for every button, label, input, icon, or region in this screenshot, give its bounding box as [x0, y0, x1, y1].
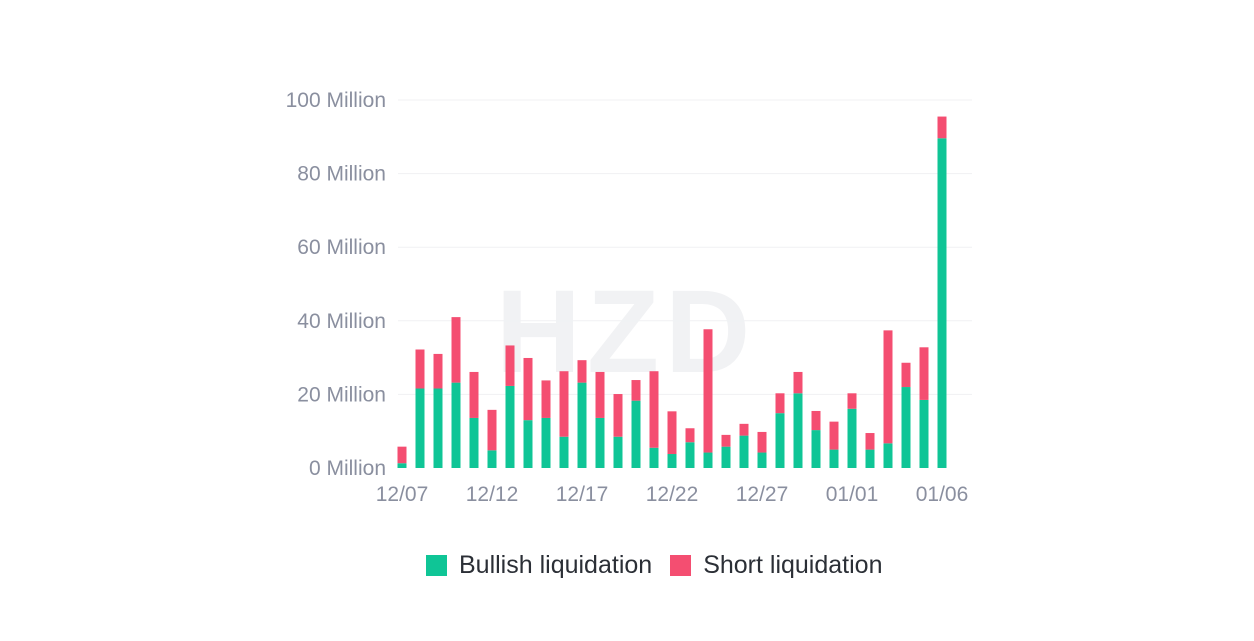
bar-short-12/20[interactable] — [631, 380, 641, 401]
bar-short-01/01[interactable] — [847, 393, 857, 409]
bar-bullish-12/10[interactable] — [451, 382, 461, 468]
chart-bars — [397, 116, 947, 468]
bar-bullish-12/15[interactable] — [541, 417, 551, 468]
bar-short-12/24[interactable] — [703, 329, 713, 453]
x-tick-label: 12/22 — [646, 483, 699, 506]
x-tick-label: 12/12 — [466, 483, 519, 506]
bar-short-01/04[interactable] — [901, 362, 911, 388]
y-tick-label: 100 Million — [286, 89, 386, 112]
bar-short-12/18[interactable] — [595, 371, 605, 418]
bar-short-12/12[interactable] — [487, 409, 497, 451]
bar-short-12/07[interactable] — [397, 446, 407, 464]
y-axis-tick-labels: 0 Million 20 Million 40 Million 60 Million 8… — [286, 89, 386, 480]
bar-short-12/16[interactable] — [559, 371, 569, 437]
bar-short-12/14[interactable] — [523, 357, 533, 421]
bar-short-12/28[interactable] — [775, 393, 785, 414]
y-tick-label: 40 Million — [297, 310, 386, 333]
bar-short-12/08[interactable] — [415, 349, 425, 389]
bar-bullish-01/04[interactable] — [901, 387, 911, 468]
bar-short-12/25[interactable] — [721, 434, 731, 447]
bar-bullish-12/07[interactable] — [397, 463, 407, 468]
bar-bullish-12/31[interactable] — [829, 449, 839, 468]
bar-bullish-12/23[interactable] — [685, 442, 695, 468]
chart-legend: Bullish liquidation Short liquidation — [426, 551, 900, 580]
legend-label-bullish: Bullish liquidation — [459, 551, 653, 579]
bar-bullish-01/01[interactable] — [847, 408, 857, 468]
legend-swatch-short — [670, 555, 692, 576]
bar-short-12/23[interactable] — [685, 428, 695, 443]
bar-short-12/31[interactable] — [829, 421, 839, 450]
bar-short-12/10[interactable] — [451, 317, 461, 383]
y-tick-label: 60 Million — [297, 236, 386, 259]
legend-item-short[interactable]: Short liquidation — [670, 551, 882, 580]
x-tick-label: 01/06 — [916, 483, 969, 506]
bar-short-01/02[interactable] — [865, 433, 875, 450]
legend-label-short: Short liquidation — [703, 551, 883, 579]
bar-bullish-01/05[interactable] — [919, 399, 929, 468]
bar-bullish-12/21[interactable] — [649, 447, 659, 468]
bar-short-01/06[interactable] — [937, 116, 947, 139]
bar-bullish-12/27[interactable] — [757, 452, 767, 468]
bar-short-12/22[interactable] — [667, 411, 677, 455]
bar-bullish-12/11[interactable] — [469, 417, 479, 468]
bar-bullish-12/30[interactable] — [811, 430, 821, 468]
legend-swatch-bullish — [426, 555, 447, 576]
x-tick-label: 01/01 — [826, 483, 879, 506]
bar-bullish-01/06[interactable] — [937, 138, 947, 468]
bar-bullish-12/19[interactable] — [613, 436, 623, 468]
bar-short-12/11[interactable] — [469, 371, 479, 418]
x-tick-label: 12/27 — [736, 483, 789, 506]
bar-bullish-12/12[interactable] — [487, 450, 497, 468]
bar-bullish-12/29[interactable] — [793, 393, 803, 468]
bar-bullish-12/20[interactable] — [631, 400, 641, 468]
bar-bullish-12/18[interactable] — [595, 417, 605, 468]
bar-short-01/03[interactable] — [883, 330, 893, 444]
y-tick-label: 0 Million — [309, 457, 386, 480]
bar-short-01/05[interactable] — [919, 347, 929, 400]
watermark-text: HZD — [496, 266, 757, 398]
bar-short-12/21[interactable] — [649, 371, 659, 448]
bar-bullish-01/03[interactable] — [883, 443, 893, 468]
bar-bullish-12/13[interactable] — [505, 385, 515, 468]
bar-short-12/17[interactable] — [577, 360, 587, 383]
legend-item-bullish[interactable]: Bullish liquidation — [426, 551, 652, 580]
bar-bullish-12/26[interactable] — [739, 435, 749, 468]
bar-bullish-12/17[interactable] — [577, 382, 587, 468]
bar-bullish-12/24[interactable] — [703, 452, 713, 468]
bar-short-12/30[interactable] — [811, 410, 821, 431]
bar-short-12/26[interactable] — [739, 423, 749, 436]
bar-short-12/13[interactable] — [505, 345, 515, 386]
bar-bullish-01/02[interactable] — [865, 449, 875, 468]
bar-bullish-12/16[interactable] — [559, 436, 569, 468]
bar-bullish-12/09[interactable] — [433, 388, 443, 468]
x-axis-tick-labels: 12/07 12/12 12/17 12/22 12/27 01/01 01/06 — [376, 483, 969, 506]
bar-bullish-12/14[interactable] — [523, 420, 533, 468]
bar-bullish-12/25[interactable] — [721, 446, 731, 468]
x-tick-label: 12/07 — [376, 483, 429, 506]
bar-short-12/09[interactable] — [433, 353, 443, 389]
bar-bullish-12/28[interactable] — [775, 413, 785, 468]
bar-bullish-12/08[interactable] — [415, 388, 425, 468]
bar-short-12/19[interactable] — [613, 394, 623, 437]
bar-short-12/29[interactable] — [793, 371, 803, 394]
y-tick-label: 80 Million — [297, 163, 386, 186]
x-tick-label: 12/17 — [556, 483, 609, 506]
chart-gridlines — [398, 99, 972, 395]
y-tick-label: 20 Million — [297, 383, 386, 406]
bar-short-12/27[interactable] — [757, 431, 767, 453]
bar-bullish-12/22[interactable] — [667, 454, 677, 468]
bar-short-12/15[interactable] — [541, 380, 551, 418]
